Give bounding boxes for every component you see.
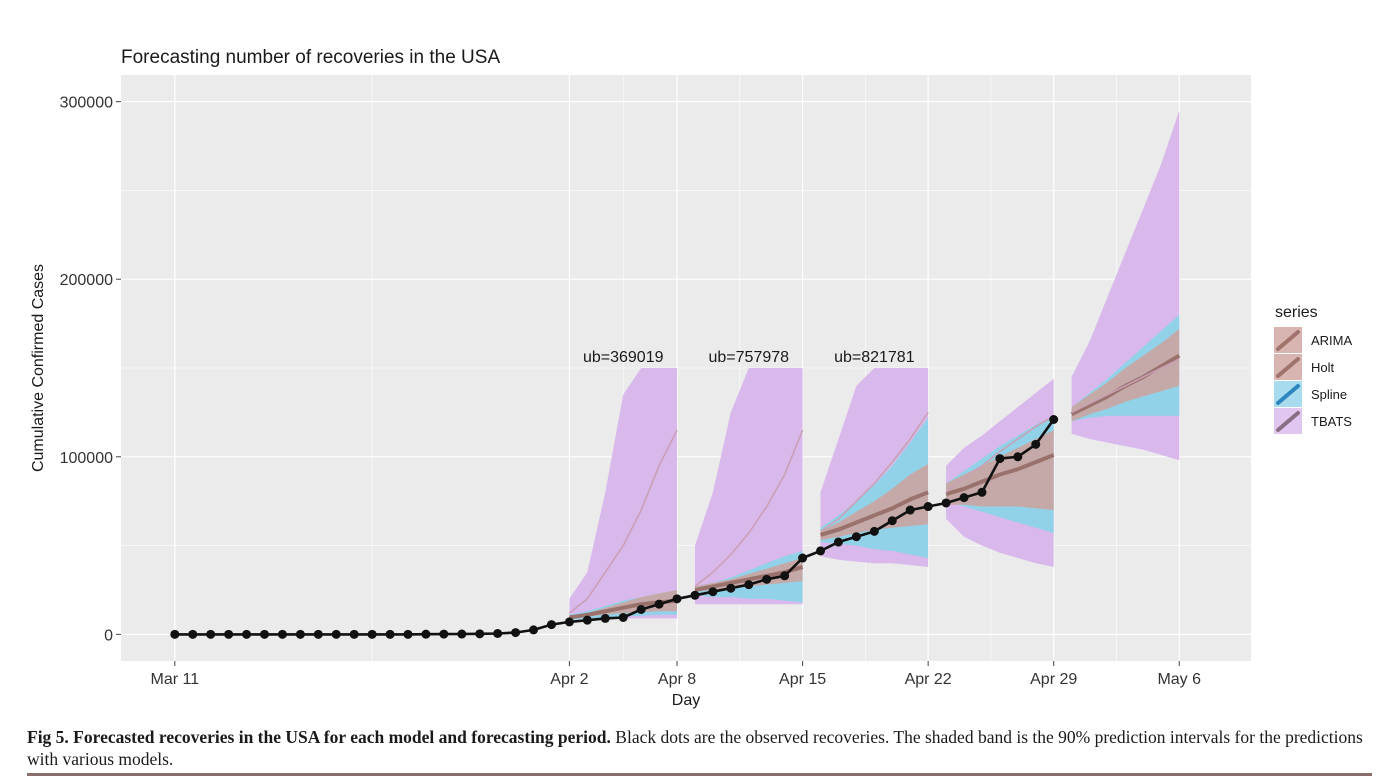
observed-point	[170, 629, 180, 639]
observed-point	[762, 574, 772, 584]
observed-point	[331, 629, 341, 639]
x-axis-label: Day	[672, 692, 700, 709]
legend-key-line	[1276, 411, 1300, 432]
x-tick-label: Apr 29	[1030, 671, 1077, 688]
tbats-band	[569, 368, 677, 619]
tbats-band	[695, 368, 803, 605]
caption-bold: Fig 5. Forecasted recoveries in the USA …	[27, 727, 611, 747]
bottom-rule	[27, 773, 1372, 776]
tbats-line	[820, 411, 929, 533]
observed-point	[654, 599, 664, 609]
tbats-line	[945, 415, 1055, 493]
observed-point	[995, 454, 1005, 464]
observed-point	[977, 487, 987, 497]
observed-point	[905, 505, 915, 515]
observed-point	[833, 537, 843, 547]
prediction-bands	[569, 110, 1180, 621]
y-tick-label: 300000	[60, 95, 113, 112]
legend-label: TBATS	[1311, 414, 1352, 429]
observed-point	[277, 629, 287, 639]
observed-point	[475, 629, 485, 639]
legend-label: Spline	[1311, 387, 1347, 402]
observed-point	[744, 580, 754, 590]
x-tick-label: Apr 8	[658, 671, 696, 688]
x-tick-label: Apr 22	[905, 671, 952, 688]
observed-point	[600, 613, 610, 623]
observed-point	[636, 605, 646, 615]
observed-point	[295, 629, 305, 639]
observed-point	[564, 617, 574, 627]
observed-point	[726, 583, 736, 593]
observed-point	[780, 571, 790, 581]
observed-point	[224, 629, 234, 639]
legend: series ARIMA Holt Spline TBATS	[1274, 304, 1353, 434]
ub-annotation: ub=369019	[583, 349, 664, 366]
y-tick-label: 100000	[60, 450, 113, 467]
x-tick-label: May 6	[1157, 671, 1201, 688]
observed-point	[206, 629, 216, 639]
y-tick-label: 0	[104, 627, 113, 644]
arima-line	[945, 453, 1055, 497]
observed-point	[546, 620, 556, 630]
arima-band	[820, 463, 929, 541]
observed-point	[1013, 452, 1023, 462]
tbats-line	[568, 429, 678, 614]
observed-point	[708, 587, 718, 597]
legend-key-line	[1276, 330, 1300, 351]
observed-point	[869, 526, 879, 536]
chart-title: Forecasting number of recoveries in the …	[121, 47, 500, 68]
observed-point	[887, 516, 897, 526]
y-tick-label: 200000	[60, 272, 113, 289]
observed-point	[439, 629, 449, 639]
tbats-line	[1071, 358, 1180, 414]
tbats-line	[694, 429, 804, 588]
legend-key-line	[1276, 357, 1300, 378]
observed-point	[313, 629, 323, 639]
observed-point	[421, 629, 431, 639]
figure-caption: Fig 5. Forecasted recoveries in the USA …	[27, 726, 1367, 770]
observed-point	[188, 629, 198, 639]
y-axis-label: Cumulative Confirmed Cases	[30, 264, 47, 472]
observed-point	[690, 590, 700, 600]
observed-point	[1031, 439, 1041, 449]
observed-point	[941, 498, 951, 508]
observed-point	[618, 612, 628, 622]
observed-series	[170, 414, 1059, 639]
annotations: ub=369019 ub=757978 ub=821781	[583, 349, 915, 366]
ub-annotation: ub=821781	[834, 349, 915, 366]
legend-key-line	[1276, 384, 1300, 405]
observed-point	[511, 628, 521, 638]
observed-point	[242, 629, 252, 639]
x-tick-label: Apr 2	[550, 671, 588, 688]
observed-point	[923, 502, 933, 512]
observed-point	[798, 553, 808, 563]
observed-point	[349, 629, 359, 639]
observed-point	[582, 615, 592, 625]
observed-point	[367, 629, 377, 639]
observed-point	[959, 493, 969, 503]
forecast-chart: Forecasting number of recoveries in the …	[30, 47, 1353, 709]
observed-point	[457, 629, 467, 639]
observed-point	[385, 629, 395, 639]
observed-point	[672, 594, 682, 604]
axes: 0 100000 200000 300000 Mar 11 Apr 2 Apr 8 Apr 1…	[60, 95, 1202, 688]
caption-text: Black dots are the observed recoveries. …	[27, 727, 1363, 769]
legend-label: Holt	[1311, 360, 1335, 375]
observed-point	[816, 546, 826, 556]
observed-point	[493, 628, 503, 638]
x-tick-label: Apr 15	[779, 671, 826, 688]
arima-line	[819, 490, 929, 537]
observed-point	[403, 629, 413, 639]
ub-annotation: ub=757978	[709, 349, 790, 366]
observed-point	[851, 532, 861, 542]
legend-label: ARIMA	[1311, 333, 1353, 348]
x-tick-label: Mar 11	[151, 671, 200, 688]
observed-point	[529, 625, 539, 635]
observed-point	[1049, 414, 1059, 424]
observed-point	[259, 629, 269, 639]
legend-title: series	[1275, 304, 1318, 321]
model-lines	[568, 353, 1181, 620]
